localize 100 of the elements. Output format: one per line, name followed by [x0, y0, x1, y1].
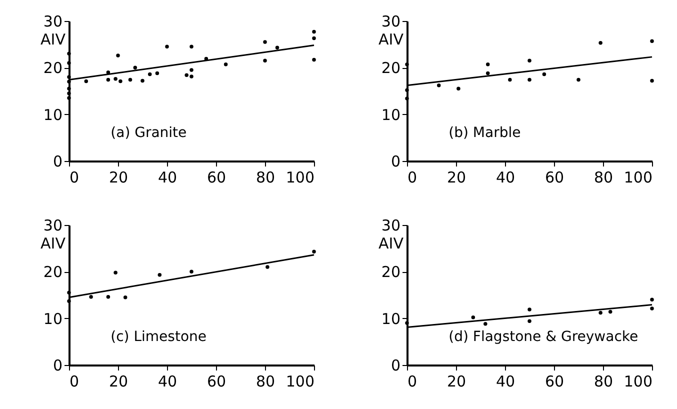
point [184, 73, 188, 77]
point [190, 68, 194, 72]
point [114, 270, 118, 274]
point [275, 46, 280, 50]
point [312, 58, 316, 62]
x-tick-label: 60 [206, 168, 226, 186]
y-tick-label: 0 [52, 356, 62, 374]
x-tick-label: 20 [446, 168, 466, 186]
y-tick-label: 10 [381, 106, 400, 124]
y-tick-label: 10 [381, 310, 400, 328]
x-tick-label: 0 [408, 168, 418, 186]
point [67, 80, 71, 84]
x-tick-label: 80 [594, 372, 614, 390]
point [67, 96, 71, 100]
point [158, 273, 162, 277]
point [118, 79, 122, 84]
point [528, 58, 532, 63]
x-tick-label: 40 [158, 372, 178, 390]
x-tick-label: 100 [624, 372, 652, 390]
point [576, 78, 580, 82]
point [106, 78, 110, 82]
point [263, 58, 267, 63]
annotation: (d) Flagstone & Greywacke [448, 329, 638, 345]
point [67, 52, 71, 56]
x-tick-label: 20 [446, 372, 466, 390]
point [608, 310, 612, 314]
point [405, 321, 409, 325]
y-tick-label: 30 [43, 216, 62, 234]
annotation: (b) Marble [448, 125, 521, 141]
point [106, 70, 110, 74]
y-tick-label: 30 [381, 12, 400, 30]
point [67, 75, 71, 79]
point [67, 91, 71, 96]
x-tick-label: 100 [286, 372, 314, 390]
point [405, 62, 409, 66]
x-tick-label: 40 [158, 168, 178, 186]
x-tick-label: 60 [544, 372, 564, 390]
x-tick-label: 80 [594, 168, 614, 186]
point [140, 78, 144, 83]
x-tick-label: 0 [70, 372, 80, 390]
y-axis-title: AIV [40, 30, 66, 49]
point [312, 30, 316, 34]
point [106, 295, 110, 299]
point [190, 44, 194, 49]
point [84, 79, 88, 84]
x-tick-label: 100 [624, 168, 652, 186]
point [650, 39, 654, 43]
y-tick-label: 10 [43, 106, 62, 124]
point [405, 88, 409, 92]
point [67, 61, 71, 65]
point [190, 74, 194, 78]
y-tick-label: 20 [381, 263, 400, 282]
point [89, 295, 93, 299]
point [266, 265, 270, 269]
point [471, 316, 476, 320]
annotation: (a) Granite [110, 125, 187, 141]
point [598, 310, 602, 315]
point [456, 86, 460, 91]
point [508, 78, 512, 82]
x-tick-label: 80 [256, 372, 276, 390]
point [312, 250, 316, 254]
y-tick-label: 10 [43, 310, 62, 328]
point [123, 295, 128, 300]
point [436, 84, 441, 88]
y-tick-label: 20 [43, 59, 62, 78]
x-tick-label: 40 [496, 372, 516, 390]
x-tick-label: 20 [108, 168, 128, 186]
point [190, 270, 194, 274]
point [165, 44, 169, 49]
point [155, 71, 160, 76]
point [67, 290, 71, 295]
point [128, 78, 132, 82]
point [650, 298, 654, 302]
point [67, 86, 71, 91]
point [133, 66, 138, 70]
point [528, 308, 532, 312]
point [650, 78, 654, 83]
y-tick-label: 0 [52, 152, 62, 170]
point [116, 54, 120, 58]
point [67, 299, 71, 303]
y-tick-label: 0 [390, 152, 400, 170]
point [528, 78, 532, 82]
y-tick-label: 20 [381, 59, 400, 78]
x-tick-label: 40 [496, 168, 516, 186]
y-axis-title: AIV [40, 234, 66, 253]
y-tick-label: 0 [390, 356, 400, 374]
point [486, 62, 490, 66]
point [484, 322, 488, 326]
point [486, 71, 490, 76]
x-tick-label: 100 [286, 168, 314, 186]
y-tick-label: 20 [43, 263, 62, 282]
point [528, 319, 532, 323]
point [148, 72, 152, 76]
point [405, 96, 409, 100]
x-tick-label: 60 [206, 372, 226, 390]
y-tick-label: 30 [43, 12, 62, 30]
point [114, 77, 118, 81]
point [312, 36, 316, 40]
y-tick-label: 30 [381, 216, 400, 234]
x-tick-label: 0 [408, 372, 418, 390]
